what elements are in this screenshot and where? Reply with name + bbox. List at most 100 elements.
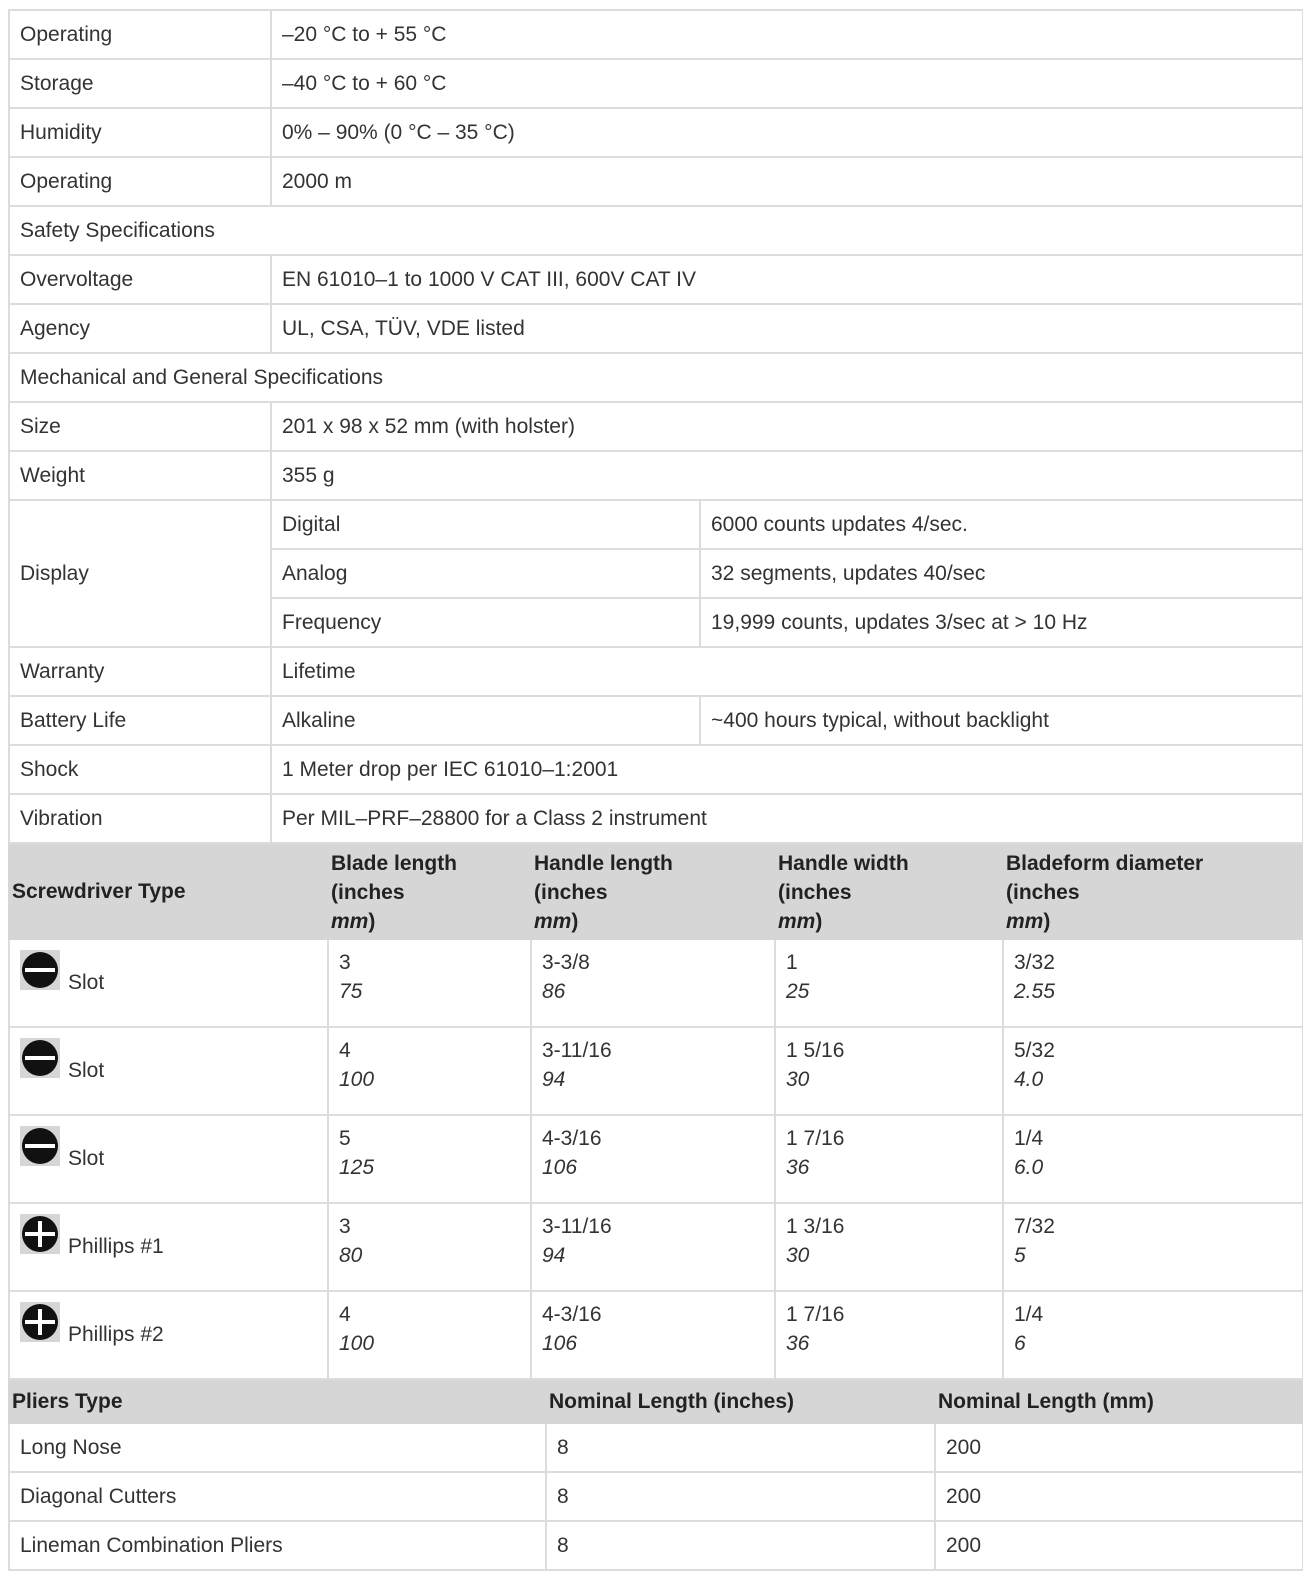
handle-width-cell: 1 7/16 36 <box>774 1290 1004 1380</box>
header-screwdriver-type: Screwdriver Type <box>8 844 329 940</box>
pliers-type: Lineman Combination Pliers <box>8 1520 547 1571</box>
unit-mm: mm <box>331 910 369 933</box>
close-paren: ) <box>368 910 376 933</box>
header-handle-width: Handle width (inches mm) <box>774 844 1004 940</box>
value-mm: 125 <box>339 1156 375 1179</box>
spec-value: EN 61010–1 to 1000 V CAT III, 600V CAT I… <box>269 254 1303 305</box>
header-line: Handle width <box>778 852 909 875</box>
table-row: Analog 32 segments, updates 40/sec <box>9 548 1303 599</box>
spec-value: –20 °C to + 55 °C <box>269 9 1303 60</box>
value-mm: 5 <box>1014 1244 1026 1267</box>
spec-label: Storage <box>8 58 272 109</box>
spec-label: Display <box>8 499 272 648</box>
header-unit: mm) <box>331 907 520 936</box>
value-inches: 3/32 <box>1014 951 1055 974</box>
value-inches: 3-3/8 <box>542 951 590 974</box>
screwdriver-type-cell: Phillips #1 <box>8 1202 329 1292</box>
blade-length-cell: 4 100 <box>327 1026 532 1116</box>
diameter-cell: 7/32 5 <box>1002 1202 1303 1292</box>
table-row: Size 201 x 98 x 52 mm (with holster) <box>8 401 1303 452</box>
close-paren: ) <box>815 910 823 933</box>
value-inches: 5 <box>339 1127 351 1150</box>
spec-label: Agency <box>8 303 272 354</box>
display-sub-label: Digital <box>270 499 701 550</box>
screwdriver-type: Slot <box>68 971 105 994</box>
table-row: Overvoltage EN 61010–1 to 1000 V CAT III… <box>8 254 1303 305</box>
length-mm: 200 <box>934 1422 1303 1473</box>
diameter-cell: 5/32 4.0 <box>1002 1026 1303 1116</box>
value-mm: 4.0 <box>1014 1068 1044 1091</box>
value-mm: 6.0 <box>1014 1156 1044 1179</box>
spec-label: Shock <box>8 744 272 795</box>
spec-value: 355 g <box>269 450 1303 501</box>
value-inches: 4 <box>339 1039 351 1062</box>
header-pliers-type: Pliers Type <box>8 1380 547 1424</box>
blade-length-cell: 4 100 <box>327 1290 532 1380</box>
value-mm: 25 <box>786 980 810 1003</box>
screwdriver-type-cell: Phillips #2 <box>8 1290 329 1380</box>
spec-value: 2000 m <box>269 156 1303 207</box>
spec-label: Battery Life <box>8 695 272 746</box>
value-mm: 86 <box>542 980 566 1003</box>
battery-type: Alkaline <box>270 695 701 746</box>
table-row: Display Digital 6000 counts updates 4/se… <box>8 499 1303 648</box>
value-mm: 106 <box>542 1332 578 1355</box>
close-paren: ) <box>571 910 579 933</box>
header-unit: mm) <box>1006 907 1292 936</box>
pliers-type: Diagonal Cutters <box>8 1471 547 1522</box>
value-mm: 80 <box>339 1244 363 1267</box>
header-nominal-length-inches: Nominal Length (inches) <box>545 1380 936 1424</box>
screwdriver-type: Phillips #1 <box>68 1235 164 1258</box>
display-sub-value: 32 segments, updates 40/sec <box>698 548 1303 599</box>
diameter-cell: 1/4 6 <box>1002 1290 1303 1380</box>
value-mm: 100 <box>339 1332 375 1355</box>
spec-label: Humidity <box>8 107 272 158</box>
table-row: Phillips #1 3 80 3-11/16 94 1 3/16 30 7/32 5 <box>8 1202 1303 1292</box>
length-mm: 200 <box>934 1520 1303 1571</box>
header-unit: mm) <box>778 907 992 936</box>
handle-length-cell: 3-11/16 94 <box>530 1202 776 1292</box>
display-sub-value: 19,999 counts, updates 3/sec at > 10 Hz <box>698 597 1303 648</box>
spec-label: Vibration <box>8 793 272 844</box>
table-header-row: Screwdriver Type Blade length (inches mm… <box>8 844 1303 940</box>
slot-icon <box>20 950 60 990</box>
value-inches: 1 3/16 <box>786 1215 845 1238</box>
table-row: Vibration Per MIL–PRF–28800 for a Class … <box>8 793 1303 844</box>
header-line: (inches <box>331 881 405 904</box>
phillips-icon <box>20 1214 60 1254</box>
header-bladeform-diameter: Bladeform diameter (inches mm) <box>1002 844 1303 940</box>
value-mm: 30 <box>786 1244 810 1267</box>
header-unit: mm) <box>534 907 764 936</box>
spec-value: Per MIL–PRF–28800 for a Class 2 instrume… <box>269 793 1303 844</box>
spec-value: –40 °C to + 60 °C <box>269 58 1303 109</box>
value-inches: 3 <box>339 951 351 974</box>
handle-length-cell: 3-11/16 94 <box>530 1026 776 1116</box>
table-row: Battery Life Alkaline ~400 hours typical… <box>8 695 1303 746</box>
header-line: (inches <box>1006 881 1080 904</box>
table-row: Operating –20 °C to + 55 °C <box>8 9 1303 60</box>
specifications-table: Operating –20 °C to + 55 °C Storage –40 … <box>7 9 1303 844</box>
slot-icon <box>20 1038 60 1078</box>
unit-mm: mm <box>778 910 816 933</box>
diameter-cell: 3/32 2.55 <box>1002 938 1303 1028</box>
display-sub-label: Frequency <box>270 597 701 648</box>
spec-label: Overvoltage <box>8 254 272 305</box>
table-row: Diagonal Cutters 8 200 <box>8 1471 1303 1522</box>
table-header-row: Pliers Type Nominal Length (inches) Nomi… <box>8 1380 1303 1424</box>
length-mm: 200 <box>934 1471 1303 1522</box>
section-row: Safety Specifications <box>7 205 1303 256</box>
handle-length-cell: 4-3/16 106 <box>530 1114 776 1204</box>
value-inches: 1 7/16 <box>786 1303 845 1326</box>
unit-mm: mm <box>534 910 572 933</box>
table-row: Slot 4 100 3-11/16 94 1 5/16 30 5/32 4.0 <box>8 1026 1303 1116</box>
value-inches: 7/32 <box>1014 1215 1055 1238</box>
spec-label: Operating <box>8 156 272 207</box>
blade-length-cell: 5 125 <box>327 1114 532 1204</box>
screwdriver-type: Phillips #2 <box>68 1323 164 1346</box>
phillips-icon <box>20 1302 60 1342</box>
value-mm: 36 <box>786 1332 810 1355</box>
section-row: Mechanical and General Specifications <box>7 352 1303 403</box>
screwdriver-type-cell: Slot <box>8 1026 329 1116</box>
spec-tables: Operating –20 °C to + 55 °C Storage –40 … <box>7 9 1303 1571</box>
table-row: Humidity 0% – 90% (0 °C – 35 °C) <box>8 107 1303 158</box>
